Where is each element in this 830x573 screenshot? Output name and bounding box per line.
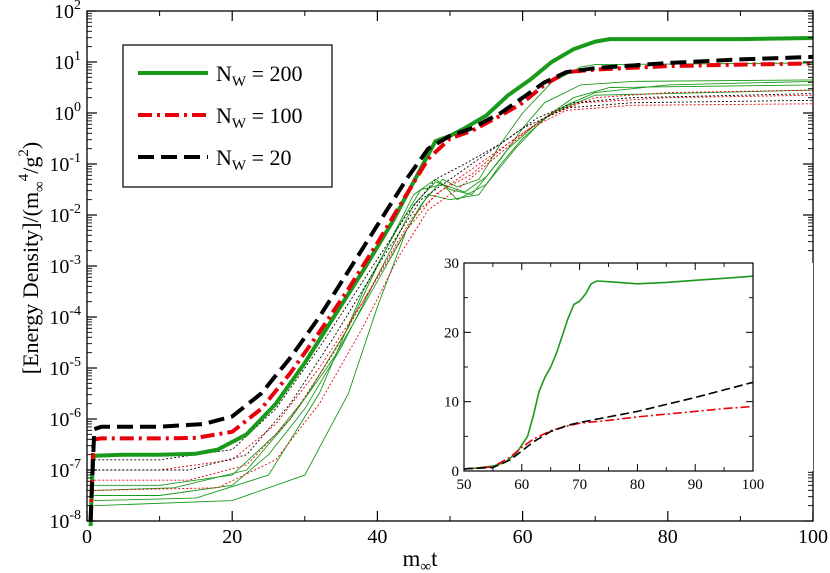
inset-x-tick-labels: 50 60 70 80 90 100 [457,477,765,493]
inset-x-tick-label: 80 [630,477,645,493]
x-tick-label: 80 [658,526,678,548]
component-curve-5 [94,89,814,471]
inset-x-tick-label: 50 [457,477,472,493]
inset-y-tick-label: 20 [444,325,459,341]
main-series [88,36,814,527]
main-plot: 0 20 40 60 80 100 10-810-710-610-510-410-310-… [16,0,828,573]
svg-text:NW = 100: NW = 100 [216,103,302,132]
main-y-tick-labels: 10-8 10-7 10-6 10-5 10-4 10-3 10-2 10-1 100 101 10… [49,0,81,533]
y-tick-label: 100 [54,100,81,125]
inset-y-tick-labels: 0 10 20 30 [444,256,459,480]
y-tick-label: 10-7 [49,457,81,482]
y-tick-label: 10-3 [49,253,81,278]
series-line-20 [88,54,814,522]
inset-y-tick-label: 0 [452,464,460,480]
component-curve-1 [94,79,814,486]
y-tick-label: 10-4 [49,304,81,329]
component-curve-7 [94,103,814,491]
svg-text:NW = 20: NW = 20 [216,145,291,174]
x-axis-label: m∞t [403,546,439,573]
legend-entry-100: NW = 100 [138,103,302,132]
x-tick-label: 60 [513,526,533,548]
component-curve-2 [94,84,814,502]
inset-plot: 50 60 70 80 90 100 0 10 20 30 [444,256,813,493]
legend-entry-200: NW = 200 [138,61,302,90]
y-tick-label: 102 [54,0,81,23]
component-curve-9 [94,99,814,471]
inset-x-tick-label: 90 [688,477,703,493]
component-curve-0 [94,80,814,496]
inset-series-line-20 [463,381,754,470]
inset-y-tick-label: 30 [444,256,459,272]
component-curves [94,62,814,507]
y-tick-label: 10-2 [49,202,81,227]
y-tick-label: 10-6 [49,406,81,431]
inset-series-line-200 [463,275,754,470]
y-tick-label: 10-5 [49,355,81,380]
main-x-tick-labels: 0 20 40 60 80 100 [82,526,828,548]
component-curve-3 [94,89,814,507]
y-tick-label: 10-1 [49,151,81,176]
svg-text:NW = 200: NW = 200 [216,61,302,90]
x-tick-label: 40 [367,526,387,548]
series-line-100 [88,61,814,522]
inset-x-tick-label: 100 [742,477,765,493]
legend-entry-20: NW = 20 [138,145,291,174]
component-curve-6 [94,94,814,481]
legend: NW = 200 NW = 100 NW = 20 [122,44,333,188]
x-tick-label: 20 [222,526,242,548]
inset-axes [463,262,754,472]
inset-x-tick-label: 70 [572,477,587,493]
x-tick-label: 0 [82,526,92,548]
x-tick-label: 100 [798,526,828,548]
y-tick-label: 101 [54,49,81,74]
y-tick-label: 10-8 [49,508,81,533]
inset-y-tick-label: 10 [444,395,459,411]
inset-series [463,275,754,470]
inset-x-tick-label: 60 [514,477,529,493]
y-axis-label: [Energy Density]/(m∞4/g2) [16,142,48,374]
component-curve-4 [94,62,814,491]
series-line-200 [88,36,814,527]
component-curve-8 [94,93,814,461]
